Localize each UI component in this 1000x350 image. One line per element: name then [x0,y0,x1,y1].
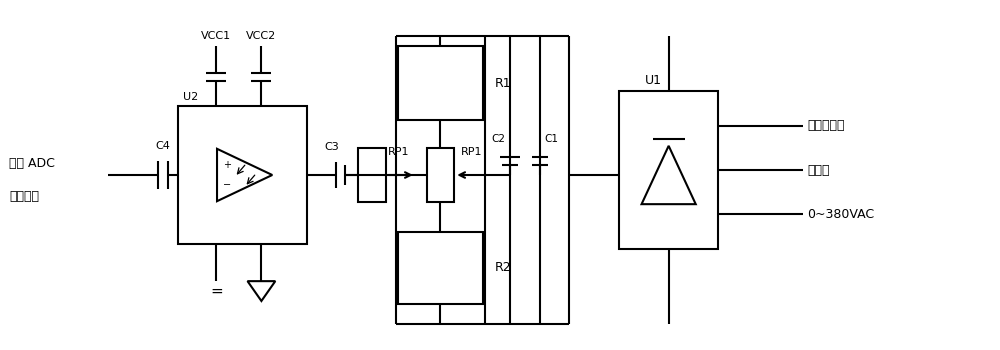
Text: U2: U2 [183,92,198,102]
Bar [619,91,718,250]
Bar [427,148,454,202]
Text: C2: C2 [492,134,506,144]
Text: R1: R1 [495,77,512,90]
Text: C1: C1 [545,134,559,144]
Bar [358,148,386,202]
Text: 0~380VAC: 0~380VAC [808,208,875,221]
Text: U1: U1 [645,74,662,87]
Text: VCC2: VCC2 [246,31,277,41]
Text: RP1: RP1 [461,147,482,157]
Text: 出电压: 出电压 [808,163,830,176]
Text: R2: R2 [495,261,512,274]
Text: C4: C4 [155,141,170,151]
Text: −: − [222,181,231,190]
Bar [178,106,307,244]
Text: C3: C3 [324,142,339,152]
Text: 接到三相输: 接到三相输 [808,119,845,132]
Text: VCC1: VCC1 [201,31,231,41]
Text: +: + [223,160,231,169]
Text: 模拟端口: 模拟端口 [9,190,39,203]
Text: 接到 ADC: 接到 ADC [9,156,55,170]
Text: RP1: RP1 [388,147,410,157]
Text: =: = [210,284,223,299]
Bar [398,46,483,120]
Bar [398,232,483,304]
